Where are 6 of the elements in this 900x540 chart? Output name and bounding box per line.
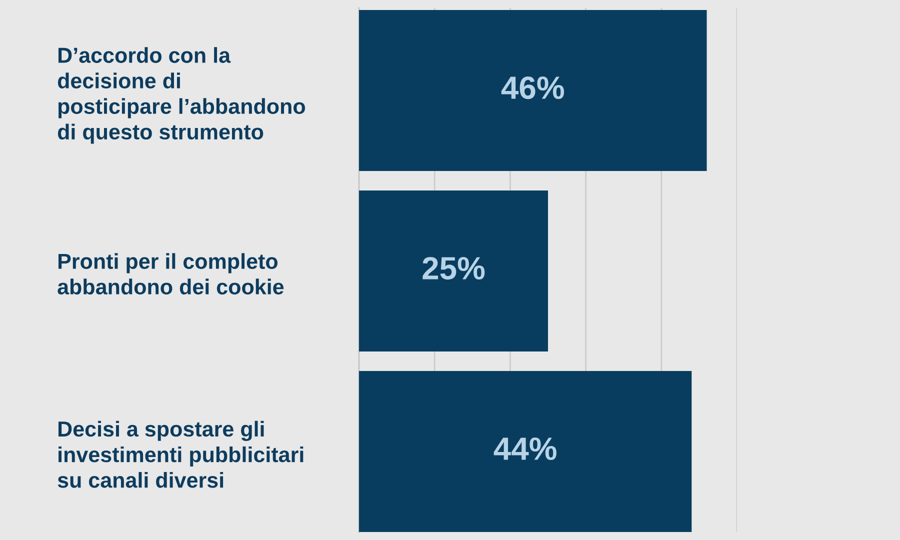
data-label: 44% xyxy=(494,438,556,460)
y-tick-label: Pronti per il completo abbandono dei cookie xyxy=(58,253,284,294)
y-tick-label: Decisi a spostare gli investimenti pubblicitari su canali diversi xyxy=(58,420,304,488)
data-label: 25% xyxy=(422,256,485,280)
y-tick-label: D’accordo con la decisione di posticipare l’abbandono di questo strumento xyxy=(58,47,305,144)
data-label: 46% xyxy=(501,76,564,100)
